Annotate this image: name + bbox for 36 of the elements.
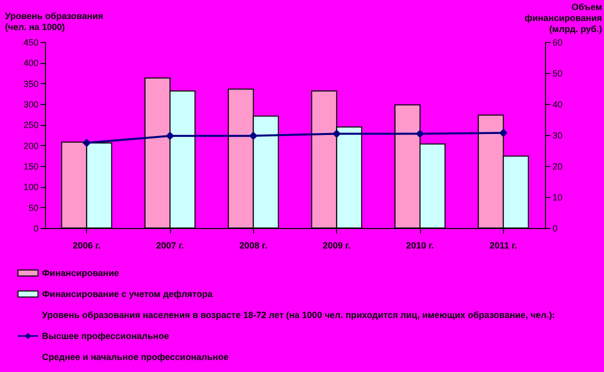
- x-tick-label: 2006 г.: [72, 240, 101, 250]
- text: Среднее и начальное профессиональное: [42, 352, 229, 362]
- point: [499, 128, 508, 138]
- legend-label: Финансирование с учетом дефлятора: [42, 289, 214, 299]
- y2-axis-title: Объем финансирования (млрд. руб.): [524, 2, 602, 34]
- y-tick-label: 450: [23, 38, 38, 48]
- point: [166, 132, 174, 140]
- y-tick-label: 300: [23, 100, 38, 110]
- y-tick-label: 150: [23, 162, 38, 172]
- y2-tick-label: 0: [552, 224, 558, 234]
- y-tick-label: 0: [33, 224, 38, 234]
- y-tick-label: 400: [23, 58, 38, 68]
- y-tick-label: 100: [23, 182, 38, 192]
- legend-label: Финансирование: [42, 268, 120, 278]
- x-tick-label: 2007 г.: [156, 240, 184, 250]
- point: [249, 132, 258, 140]
- y-tick-label: 250: [23, 120, 38, 130]
- y-tick-label: 50: [28, 202, 38, 213]
- point: [82, 138, 91, 148]
- legend-label: Высшее профессиональное: [42, 331, 169, 341]
- y-tick-label: 200: [23, 140, 38, 151]
- y-tick-label: 350: [23, 78, 38, 89]
- y2-tick-label: 60: [552, 38, 563, 48]
- x-tick-label: 2009 г.: [322, 240, 351, 250]
- x-tick-label: 2010 г.: [406, 240, 434, 250]
- point: [416, 130, 424, 138]
- y2-tick-label: 40: [552, 100, 563, 110]
- y2-tick-label: 10: [552, 192, 563, 202]
- x-tick-label: 2008 г.: [239, 240, 268, 250]
- point: [332, 130, 341, 138]
- text: Уровень образования населения в возрасте 18-72 лет (на 1000 чел. приходится лиц, имеющих образование, чел.):: [42, 310, 555, 320]
- y2-tick-label: 50: [552, 68, 563, 78]
- y2-tick-label: 20: [552, 162, 563, 172]
- y-axis-title: Уровень образования (чел. на 1000): [5, 11, 104, 32]
- x-tick-label: 2011 г.: [490, 240, 518, 250]
- y2-tick-label: 30: [552, 130, 563, 140]
